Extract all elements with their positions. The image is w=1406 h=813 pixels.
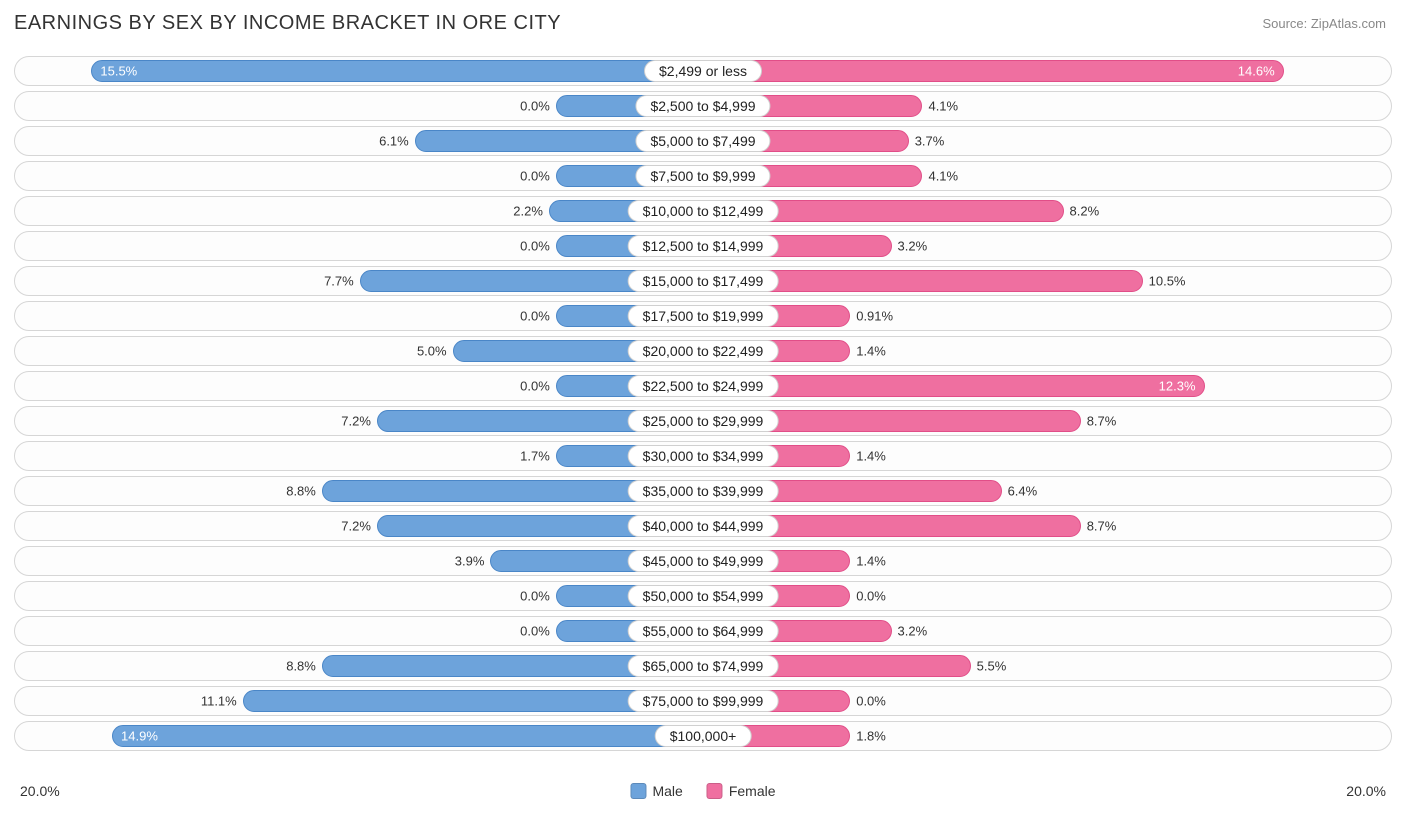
female-value-label: 5.5% [977, 659, 1007, 674]
chart-legend: Male Female [630, 783, 775, 799]
row-track: 0.0% 3.2% $12,500 to $14,999 [14, 231, 1392, 261]
male-value-label: 0.0% [520, 309, 550, 324]
male-value-label: 15.5% [100, 64, 137, 79]
female-value-label: 6.4% [1008, 484, 1038, 499]
row-track: 11.1% 0.0% $75,000 to $99,999 [14, 686, 1392, 716]
male-value-label: 7.7% [324, 274, 354, 289]
chart-footer: 20.0% Male Female 20.0% [14, 775, 1392, 799]
row-track: 15.5% 14.6% $2,499 or less [14, 56, 1392, 86]
female-value-label: 0.0% [856, 694, 886, 709]
female-bar: 14.6% [703, 60, 1284, 82]
bracket-label: $45,000 to $49,999 [628, 550, 779, 572]
bracket-label: $7,500 to $9,999 [635, 165, 770, 187]
female-value-label: 1.4% [856, 344, 886, 359]
axis-max-right: 20.0% [1346, 783, 1386, 799]
bracket-label: $22,500 to $24,999 [628, 375, 779, 397]
bracket-label: $5,000 to $7,499 [635, 130, 770, 152]
bracket-label: $25,000 to $29,999 [628, 410, 779, 432]
male-value-label: 0.0% [520, 99, 550, 114]
male-value-label: 3.9% [455, 554, 485, 569]
bracket-label: $2,499 or less [644, 60, 762, 82]
female-value-label: 8.2% [1070, 204, 1100, 219]
bracket-label: $55,000 to $64,999 [628, 620, 779, 642]
male-bar: 15.5% [91, 60, 703, 82]
row-track: 0.0% 3.2% $55,000 to $64,999 [14, 616, 1392, 646]
row-track: 6.1% 3.7% $5,000 to $7,499 [14, 126, 1392, 156]
female-value-label: 3.2% [898, 624, 928, 639]
chart-area: 15.5% 14.6% $2,499 or less 0.0% 4.1% $2,500 t… [14, 56, 1392, 765]
legend-female-label: Female [729, 783, 776, 799]
bracket-label: $50,000 to $54,999 [628, 585, 779, 607]
male-value-label: 1.7% [520, 449, 550, 464]
male-value-label: 14.9% [121, 729, 158, 744]
male-value-label: 7.2% [341, 519, 371, 534]
male-value-label: 0.0% [520, 169, 550, 184]
female-value-label: 4.1% [928, 99, 958, 114]
female-value-label: 0.0% [856, 589, 886, 604]
bracket-label: $30,000 to $34,999 [628, 445, 779, 467]
row-track: 5.0% 1.4% $20,000 to $22,499 [14, 336, 1392, 366]
chart-title: EARNINGS BY SEX BY INCOME BRACKET IN ORE… [14, 12, 561, 35]
row-track: 2.2% 8.2% $10,000 to $12,499 [14, 196, 1392, 226]
female-value-label: 1.4% [856, 554, 886, 569]
female-value-label: 3.7% [915, 134, 945, 149]
female-value-label: 8.7% [1087, 414, 1117, 429]
female-value-label: 3.2% [898, 239, 928, 254]
male-value-label: 5.0% [417, 344, 447, 359]
bracket-label: $15,000 to $17,499 [628, 270, 779, 292]
bracket-label: $2,500 to $4,999 [635, 95, 770, 117]
row-track: 7.2% 8.7% $25,000 to $29,999 [14, 406, 1392, 436]
bracket-label: $40,000 to $44,999 [628, 515, 779, 537]
male-value-label: 11.1% [201, 694, 237, 709]
bracket-label: $17,500 to $19,999 [628, 305, 779, 327]
source-attribution: Source: ZipAtlas.com [1262, 16, 1386, 31]
row-track: 0.0% 0.0% $50,000 to $54,999 [14, 581, 1392, 611]
female-swatch [707, 783, 723, 799]
female-value-label: 10.5% [1149, 274, 1186, 289]
male-swatch [630, 783, 646, 799]
legend-female: Female [707, 783, 776, 799]
row-track: 7.2% 8.7% $40,000 to $44,999 [14, 511, 1392, 541]
bracket-label: $75,000 to $99,999 [628, 690, 779, 712]
row-track: 7.7% 10.5% $15,000 to $17,499 [14, 266, 1392, 296]
male-value-label: 0.0% [520, 589, 550, 604]
female-value-label: 4.1% [928, 169, 958, 184]
male-value-label: 2.2% [513, 204, 543, 219]
male-value-label: 0.0% [520, 379, 550, 394]
male-value-label: 8.8% [286, 659, 316, 674]
row-track: 0.0% 0.91% $17,500 to $19,999 [14, 301, 1392, 331]
bracket-label: $100,000+ [655, 725, 752, 747]
female-value-label: 1.8% [856, 729, 886, 744]
legend-male-label: Male [652, 783, 682, 799]
row-track: 3.9% 1.4% $45,000 to $49,999 [14, 546, 1392, 576]
female-value-label: 8.7% [1087, 519, 1117, 534]
axis-max-left: 20.0% [20, 783, 60, 799]
bracket-label: $10,000 to $12,499 [628, 200, 779, 222]
row-track: 14.9% 1.8% $100,000+ [14, 721, 1392, 751]
row-track: 1.7% 1.4% $30,000 to $34,999 [14, 441, 1392, 471]
row-track: 0.0% 12.3% $22,500 to $24,999 [14, 371, 1392, 401]
male-value-label: 0.0% [520, 624, 550, 639]
row-track: 8.8% 5.5% $65,000 to $74,999 [14, 651, 1392, 681]
bracket-label: $12,500 to $14,999 [628, 235, 779, 257]
female-value-label: 14.6% [1238, 64, 1275, 79]
bracket-label: $35,000 to $39,999 [628, 480, 779, 502]
row-track: 8.8% 6.4% $35,000 to $39,999 [14, 476, 1392, 506]
row-track: 0.0% 4.1% $7,500 to $9,999 [14, 161, 1392, 191]
bracket-label: $20,000 to $22,499 [628, 340, 779, 362]
male-value-label: 7.2% [341, 414, 371, 429]
row-track: 0.0% 4.1% $2,500 to $4,999 [14, 91, 1392, 121]
male-value-label: 6.1% [379, 134, 409, 149]
female-value-label: 1.4% [856, 449, 886, 464]
bracket-label: $65,000 to $74,999 [628, 655, 779, 677]
male-value-label: 0.0% [520, 239, 550, 254]
male-value-label: 8.8% [286, 484, 316, 499]
legend-male: Male [630, 783, 682, 799]
male-bar: 14.9% [112, 725, 703, 747]
female-value-label: 12.3% [1159, 379, 1196, 394]
female-value-label: 0.91% [856, 309, 893, 324]
